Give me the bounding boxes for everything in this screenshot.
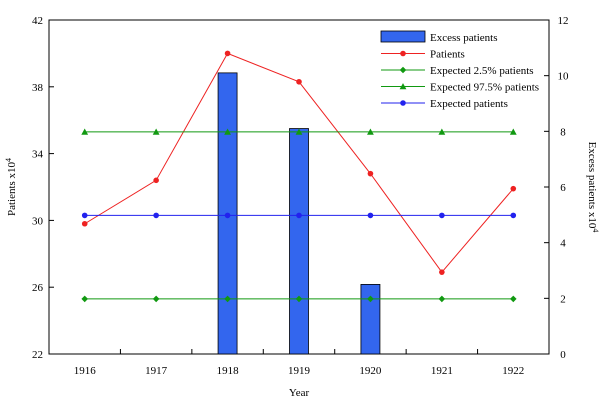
legend-label-excess-patients: Excess patients [430, 32, 498, 44]
legend-marker-expected-patients [400, 100, 406, 106]
expected-patients-point [439, 212, 445, 219]
x-axis-title: Year [289, 387, 310, 399]
legend-label-expected-patients: Expected patients [430, 98, 508, 110]
y-left-tick-label: 26 [32, 282, 44, 294]
expected-patients-point [224, 212, 231, 219]
legend-label-expected-2-5-patients: Expected 2.5% patients [430, 65, 534, 77]
legend-marker-expected-2-5-patients [399, 66, 407, 74]
y-axis-left-title-exponent: 4 [4, 158, 13, 162]
legend-swatch-excess-patients [380, 30, 426, 43]
y-left-tick-label: 30 [32, 215, 44, 227]
expected-2-5-patients-point [367, 295, 374, 303]
x-tick-label: 1921 [431, 365, 453, 377]
y-right-tick-label: 6 [560, 182, 566, 194]
expected-97-5-patients-point [224, 128, 231, 135]
expected-97-5-patients-point [152, 128, 160, 135]
y-axis-left-title: Patients x104 [4, 158, 18, 216]
y-axis-right-title: Excess patients x104 [586, 142, 600, 233]
bar-series [217, 72, 381, 355]
expected-2-5-patients-point [438, 295, 446, 303]
expected-2-5-patients-point [509, 295, 517, 303]
y-axis-right-title-exponent: 4 [591, 228, 600, 232]
expected-97-5-patients-point [295, 128, 303, 135]
axes: 22 26 30 34 38 42 0 2 4 6 8 10 12 1916 1917 1918 1919 192… [32, 15, 569, 377]
expected-patients-point [81, 212, 88, 219]
expected-2-5-patients-point [152, 295, 160, 303]
y-left-tick-label: 34 [32, 149, 44, 161]
patients-point [296, 78, 302, 85]
x-tick-label: 1916 [74, 365, 97, 377]
legend: Excess patients Patients Expected 2.5% pat… [380, 30, 539, 110]
legend-label-expected-97-5-patients: Expected 97.5% patients [430, 82, 539, 94]
y-axis-left-title-text: Patients x10 [6, 161, 18, 216]
x-tick-label: 1919 [288, 365, 311, 377]
y-right-tick-label: 10 [558, 71, 570, 83]
x-tick-label: 1920 [359, 365, 382, 377]
expected-97-5-patients-point [509, 128, 517, 135]
expected-patients-point [510, 212, 517, 219]
excess-patients-bar [289, 128, 309, 355]
patients-point [510, 185, 517, 192]
patients-point [224, 50, 231, 57]
legend-marker-patients [400, 50, 406, 57]
y-right-tick-label: 2 [560, 293, 566, 305]
legend-marker-expected-97-5-patients [399, 83, 407, 90]
expected-patients-point [153, 212, 159, 219]
x-tick-label: 1922 [502, 365, 524, 377]
expected-2-5-patients-point [224, 295, 231, 303]
expected-patients-point [296, 212, 302, 219]
patients-point [81, 220, 88, 227]
expected-patients-point [367, 212, 374, 219]
patients-point [439, 269, 445, 275]
expected-97-5-patients-point [367, 128, 374, 135]
y-right-tick-label: 4 [560, 238, 566, 250]
y-right-tick-label: 8 [560, 126, 566, 138]
expected-97-5-patients-point [438, 128, 446, 135]
y-left-tick-label: 42 [32, 15, 43, 27]
excess-patients-bar [360, 284, 381, 355]
x-tick-label: 1918 [217, 365, 240, 377]
y-axis-right-title-text: Excess patients x10 [586, 142, 598, 229]
y-left-tick-label: 38 [32, 82, 44, 94]
expected-97-5-patients-point [81, 128, 89, 135]
legend-label-patients: Patients [430, 49, 465, 61]
expected-2-5-patients-point [295, 295, 303, 303]
patients-point [367, 170, 374, 177]
patients-point [153, 177, 159, 184]
y-right-tick-label: 0 [560, 349, 566, 361]
y-right-tick-label: 12 [558, 15, 569, 27]
expected-2-5-patients-point [81, 295, 89, 303]
y-left-tick-label: 22 [32, 349, 43, 361]
x-tick-label: 1917 [145, 365, 168, 377]
line-series [81, 50, 517, 303]
